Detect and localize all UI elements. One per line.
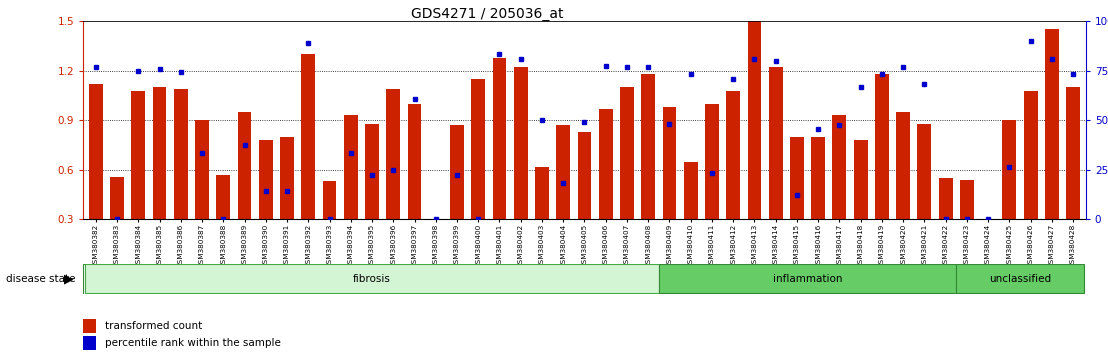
Bar bbox=[1003, 120, 1016, 269]
Bar bbox=[450, 125, 464, 269]
Bar bbox=[280, 137, 294, 269]
Bar bbox=[1066, 87, 1080, 269]
Bar bbox=[493, 58, 506, 269]
Bar bbox=[598, 109, 613, 269]
Bar bbox=[85, 264, 659, 293]
Text: disease state: disease state bbox=[6, 274, 75, 284]
Bar bbox=[832, 115, 847, 269]
Bar bbox=[769, 68, 782, 269]
Bar bbox=[343, 115, 358, 269]
Bar bbox=[854, 140, 868, 269]
Bar bbox=[748, 21, 761, 269]
Bar bbox=[556, 125, 571, 269]
Text: inflammation: inflammation bbox=[772, 274, 842, 284]
Bar bbox=[366, 124, 379, 269]
Bar bbox=[956, 264, 1084, 293]
Bar bbox=[429, 219, 443, 269]
Bar bbox=[322, 182, 337, 269]
Bar bbox=[659, 264, 956, 293]
Bar bbox=[514, 68, 527, 269]
Text: fibrosis: fibrosis bbox=[353, 274, 391, 284]
Text: ▶: ▶ bbox=[64, 272, 73, 285]
Bar bbox=[938, 178, 953, 269]
Bar bbox=[577, 132, 592, 269]
Bar bbox=[642, 74, 655, 269]
Text: percentile rank within the sample: percentile rank within the sample bbox=[105, 338, 281, 348]
Bar bbox=[917, 124, 932, 269]
Bar bbox=[174, 89, 187, 269]
Bar bbox=[811, 137, 825, 269]
Bar bbox=[237, 112, 252, 269]
Text: GDS4271 / 205036_at: GDS4271 / 205036_at bbox=[411, 7, 564, 21]
Text: transformed count: transformed count bbox=[105, 321, 203, 331]
Bar bbox=[896, 112, 910, 269]
Bar bbox=[259, 140, 273, 269]
Bar bbox=[195, 120, 209, 269]
Bar bbox=[875, 74, 889, 269]
Bar bbox=[960, 180, 974, 269]
Text: unclassified: unclassified bbox=[989, 274, 1051, 284]
Bar bbox=[684, 162, 698, 269]
Bar bbox=[110, 177, 124, 269]
Bar bbox=[153, 87, 166, 269]
Bar bbox=[301, 54, 315, 269]
Bar bbox=[620, 87, 634, 269]
Bar bbox=[663, 107, 676, 269]
Bar bbox=[1045, 29, 1059, 269]
Bar bbox=[89, 84, 103, 269]
Bar bbox=[535, 167, 548, 269]
Bar bbox=[982, 219, 995, 269]
Bar bbox=[216, 175, 230, 269]
Bar bbox=[387, 89, 400, 269]
Bar bbox=[471, 79, 485, 269]
Bar bbox=[1024, 91, 1037, 269]
Bar bbox=[705, 104, 719, 269]
Bar bbox=[408, 104, 421, 269]
Bar bbox=[132, 91, 145, 269]
Bar bbox=[726, 91, 740, 269]
Bar bbox=[790, 137, 803, 269]
